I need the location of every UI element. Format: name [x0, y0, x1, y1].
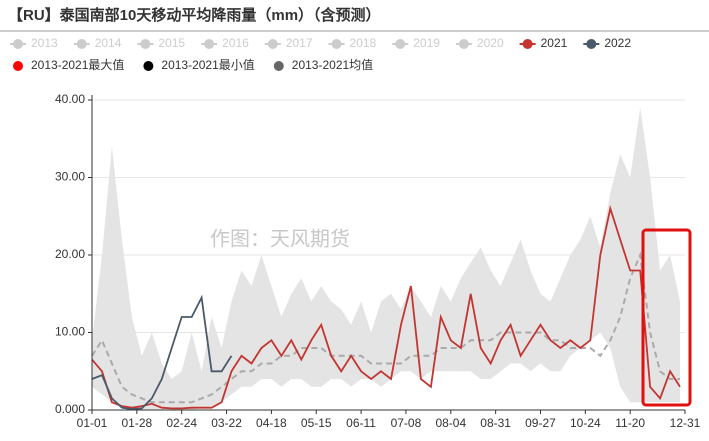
- legend-label: 2013: [31, 36, 58, 50]
- legend-item: 2016: [201, 36, 249, 50]
- legend-item: 2013-2021均值: [273, 57, 373, 72]
- legend-marker: [204, 39, 215, 49]
- legend-marker: [395, 39, 406, 49]
- legend-label: 2016: [222, 36, 249, 50]
- legend-label: 2022: [604, 36, 631, 50]
- x-tick-label: 10-24: [570, 416, 601, 430]
- x-tick-label: 04-18: [256, 416, 287, 430]
- y-tick-label: 0.000: [55, 402, 85, 416]
- legend-marker: [331, 39, 342, 49]
- legend-marker: [76, 39, 87, 49]
- legend-label: 2013-2021最小值: [161, 57, 254, 72]
- x-tick-label: 08-31: [480, 416, 511, 430]
- legend-item: 2015: [137, 36, 185, 50]
- x-tick-label: 11-20: [615, 416, 645, 430]
- legend-item: 2017: [264, 36, 313, 50]
- legend-label: 2015: [158, 36, 185, 50]
- legend-item: 2013-2021最小值: [143, 57, 255, 72]
- legend-item: 2019: [392, 36, 440, 50]
- x-tick-label: 09-27: [525, 416, 556, 430]
- series-line: [91, 205, 681, 410]
- y-tick-label: 40.00: [55, 92, 85, 106]
- legend-marker: [586, 39, 597, 49]
- legend-label: 2013-2021最大值: [31, 57, 124, 72]
- legend-item: 2014: [73, 36, 122, 50]
- legend-label: 2019: [413, 36, 440, 50]
- legend-marker: [140, 39, 151, 49]
- y-tick-label: 10.00: [55, 325, 85, 339]
- max-area: [92, 107, 680, 411]
- legend-marker: [458, 39, 469, 49]
- legend-label: 2014: [95, 36, 122, 50]
- x-tick-label: 12-31: [670, 416, 701, 430]
- x-tick-label: 08-04: [435, 416, 466, 430]
- legend-marker: [13, 61, 23, 71]
- chart-title: 【RU】泰国南部10天移动平均降雨量（mm）（含预测）: [8, 6, 381, 24]
- legend-item: 2020: [455, 36, 504, 50]
- plot: 0.000 10.00 20.00 30.00 40.00 01-01 01-28 02-24…: [55, 92, 701, 430]
- legend-label: 2018: [350, 36, 377, 50]
- legend-marker: [143, 61, 154, 71]
- legend-label: 2020: [477, 36, 504, 50]
- y-tick-label: 30.00: [55, 170, 85, 184]
- series-line: [91, 294, 233, 411]
- legend-marker: [267, 39, 278, 49]
- legend-label: 2013-2021均值: [292, 57, 373, 72]
- x-tick-label: 01-01: [77, 416, 108, 430]
- legend-label: 2021: [541, 36, 568, 50]
- legend-item: 2013-2021最大值: [13, 57, 124, 72]
- legend-marker: [13, 39, 23, 49]
- legend-label: 2017: [286, 36, 313, 50]
- highlight-box: [641, 228, 692, 407]
- x-tick-label: 01-28: [121, 416, 152, 430]
- y-tick-label: 20.00: [55, 247, 85, 261]
- legend-item: 2018: [328, 36, 377, 50]
- x-tick-label: 06-11: [346, 416, 376, 430]
- x-tick-label: 03-22: [211, 416, 242, 430]
- legend-marker: [273, 61, 284, 71]
- watermark: 作图：天风期货: [210, 227, 350, 250]
- legend-item: 2021: [519, 36, 568, 50]
- legend: 2013 2014 2015 2016 2017 2018 2019 2020 2021 2022…: [10, 36, 631, 72]
- legend-item: 2013: [10, 36, 58, 50]
- legend-item: 2022: [583, 36, 631, 50]
- mean-line: [91, 251, 680, 404]
- min-area: [92, 332, 680, 410]
- x-tick-label: 02-24: [166, 416, 197, 430]
- x-tick-label: 05-15: [301, 416, 332, 430]
- legend-marker: [522, 39, 533, 49]
- x-tick-label: 07-08: [391, 416, 422, 430]
